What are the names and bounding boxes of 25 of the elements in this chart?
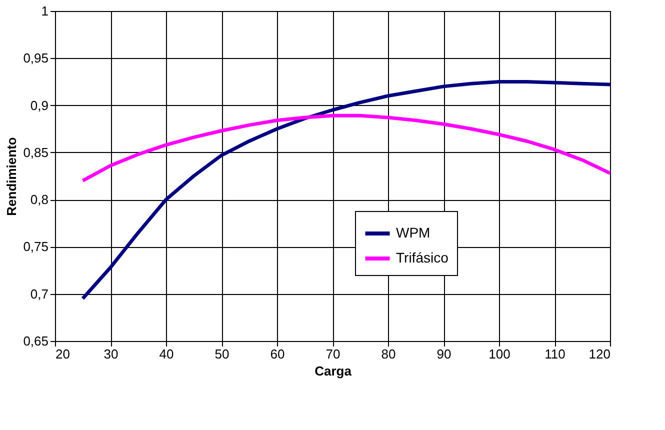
x-tick-label: 80 — [381, 346, 396, 362]
y-tick-label: 0,8 — [30, 192, 48, 208]
y-tick-label: 0,65 — [23, 334, 48, 348]
legend-label: Trifásico — [396, 250, 449, 266]
x-tick-label: 20 — [56, 346, 70, 362]
y-tick-label: 0,7 — [30, 286, 48, 302]
x-tick-label: 90 — [436, 346, 452, 362]
x-tick-label: 30 — [104, 346, 118, 362]
line-series — [81, 80, 612, 300]
line-series — [81, 114, 612, 182]
x-tick-label: 100 — [488, 346, 510, 362]
y-tick-label: 0,85 — [23, 144, 48, 160]
x-tick-label: 120 — [588, 346, 610, 362]
y-axis-title: Rendimiento — [4, 137, 20, 216]
x-axis-title: Carga — [314, 364, 352, 378]
legend-label: WPM — [396, 224, 430, 240]
x-tick-label: 50 — [214, 346, 230, 362]
x-tick-label: 60 — [270, 346, 285, 362]
x-tick-label: 40 — [159, 346, 174, 362]
y-tick-label: 0,75 — [23, 239, 48, 254]
y-tick-label: 1 — [41, 4, 48, 18]
y-tick-label: 0,95 — [23, 50, 48, 66]
y-tick-label: 0,9 — [30, 98, 48, 113]
x-tick-label: 70 — [326, 346, 340, 362]
x-tick-label: 110 — [544, 346, 566, 362]
